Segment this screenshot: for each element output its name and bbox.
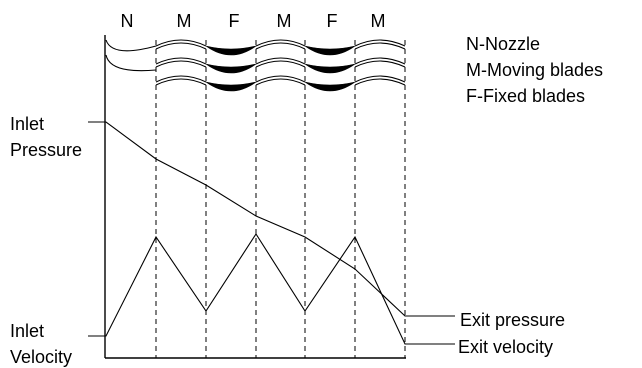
fixed-blade xyxy=(304,81,356,92)
stage-dividers xyxy=(155,40,406,358)
moving-blade xyxy=(255,39,306,47)
legend-fixed-blades: F-Fixed blades xyxy=(466,86,585,106)
velocity-curve xyxy=(88,232,455,345)
fixed-blades xyxy=(205,45,356,92)
exit-pressure-label: Exit pressure xyxy=(460,310,565,330)
moving-blade xyxy=(255,57,306,65)
moving-blade xyxy=(354,57,406,65)
nozzle-curves xyxy=(105,39,157,72)
moving-blade xyxy=(255,75,306,83)
nozzle-lower-curve xyxy=(105,54,157,72)
legend-nozzle: N-Nozzle xyxy=(466,34,540,54)
moving-blade xyxy=(354,42,406,50)
moving-blade xyxy=(255,78,306,86)
legend: N-Nozzle M-Moving blades F-Fixed blades xyxy=(466,34,603,106)
stage-label-moving: M xyxy=(177,11,192,31)
fixed-blade xyxy=(304,45,356,56)
moving-blade xyxy=(354,75,406,83)
pressure-curve xyxy=(88,121,455,317)
moving-blade xyxy=(354,78,406,86)
inlet-pressure-label-line2: Pressure xyxy=(10,140,82,160)
inlet-velocity-label-line1: Inlet xyxy=(10,321,44,341)
fixed-blade xyxy=(304,63,356,74)
moving-blade xyxy=(155,75,207,83)
stage-label-fixed: F xyxy=(229,11,240,31)
moving-blade xyxy=(255,60,306,68)
moving-blades xyxy=(155,39,406,86)
moving-blade xyxy=(155,78,207,86)
inlet-pressure-label-line1: Inlet xyxy=(10,114,44,134)
stage-label-fixed: F xyxy=(327,11,338,31)
moving-blade xyxy=(155,39,207,47)
fixed-blade xyxy=(205,81,257,92)
moving-blade xyxy=(354,39,406,47)
inlet-velocity-label-line2: Velocity xyxy=(10,347,72,367)
stage-label-nozzle: N xyxy=(121,11,134,31)
moving-blade xyxy=(255,42,306,50)
nozzle-upper-curve xyxy=(105,39,157,52)
exit-velocity-label: Exit velocity xyxy=(458,337,553,357)
moving-blade xyxy=(354,60,406,68)
stage-label-moving: M xyxy=(371,11,386,31)
moving-blade xyxy=(155,57,207,65)
stage-label-moving: M xyxy=(277,11,292,31)
moving-blade xyxy=(155,60,207,68)
fixed-blade xyxy=(205,45,257,56)
stage-labels: N M F M F M xyxy=(121,11,386,31)
moving-blade xyxy=(155,42,207,50)
legend-moving-blades: M-Moving blades xyxy=(466,60,603,80)
fixed-blade xyxy=(205,63,257,74)
